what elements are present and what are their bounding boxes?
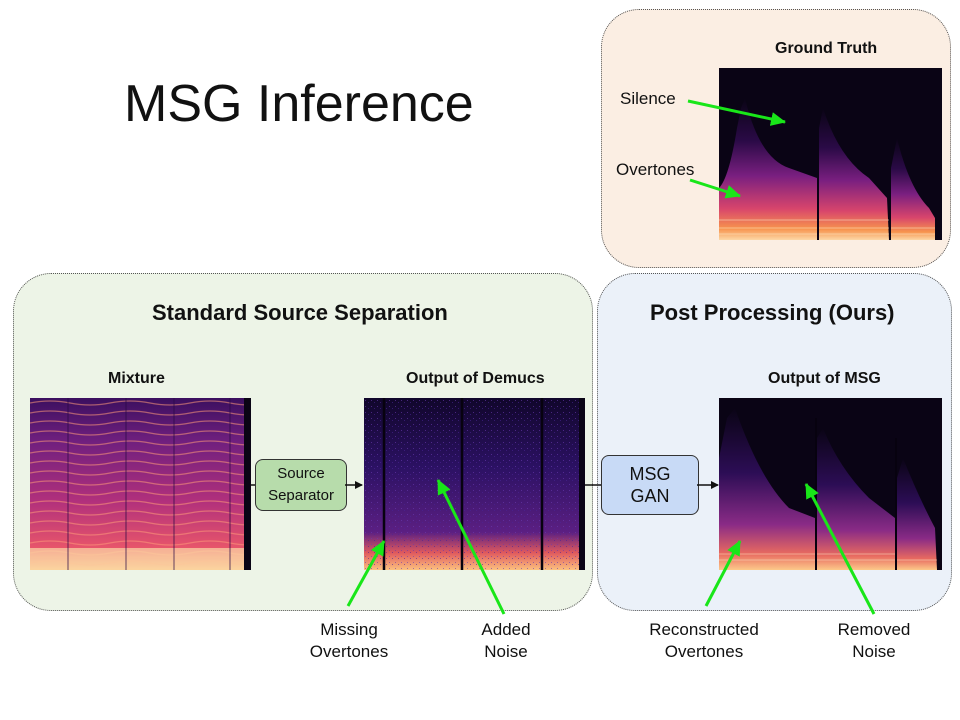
- removed-noise-line2: Noise: [852, 642, 896, 661]
- missing-overtones-line1: Missing: [320, 620, 378, 639]
- reconstructed-overtones-arrow: [704, 540, 742, 607]
- ground-truth-title: Ground Truth: [775, 40, 878, 57]
- reconstructed-overtones-label: Reconstructed Overtones: [636, 619, 772, 663]
- demucs-output-title: Output of Demucs: [406, 370, 545, 387]
- source-separator-box: Source Separator: [255, 459, 347, 511]
- missing-overtones-label: Missing Overtones: [300, 619, 398, 663]
- overtones-arrow: [689, 178, 741, 199]
- reconstructed-overtones-line2: Overtones: [664, 642, 744, 661]
- silence-arrow: [687, 99, 786, 126]
- source-separator-label-line2: Separator: [268, 487, 334, 504]
- removed-noise-label: Removed Noise: [826, 619, 922, 663]
- silence-label: Silence: [620, 89, 676, 108]
- msg-gan-label-line1: MSG: [629, 464, 671, 484]
- added-noise-line2: Noise: [484, 642, 528, 661]
- source-separator-label-line1: Source: [277, 465, 325, 482]
- added-noise-label: Added Noise: [466, 619, 546, 663]
- ground-truth-spectrogram: [719, 68, 942, 240]
- page-title: MSG Inference: [124, 75, 474, 133]
- msg-gan-box: MSG GAN: [601, 455, 699, 515]
- overtones-label: Overtones: [616, 160, 695, 179]
- mixture-spectrogram: [30, 398, 251, 570]
- demucs-output-spectrogram: [364, 398, 585, 570]
- reconstructed-overtones-line1: Reconstructed: [649, 620, 759, 639]
- standard-separation-title: Standard Source Separation: [152, 300, 448, 325]
- msg-gan-label-line2: GAN: [630, 486, 670, 506]
- missing-overtones-arrow: [346, 540, 386, 607]
- msg-output-spectrogram: [719, 398, 942, 570]
- added-noise-arrow: [436, 479, 506, 615]
- added-noise-line1: Added: [481, 620, 531, 639]
- removed-noise-arrow: [804, 483, 876, 615]
- removed-noise-line1: Removed: [837, 620, 911, 639]
- mixture-title: Mixture: [108, 370, 165, 387]
- post-processing-title: Post Processing (Ours): [650, 300, 895, 325]
- msg-output-title: Output of MSG: [768, 370, 881, 387]
- missing-overtones-line2: Overtones: [309, 642, 389, 661]
